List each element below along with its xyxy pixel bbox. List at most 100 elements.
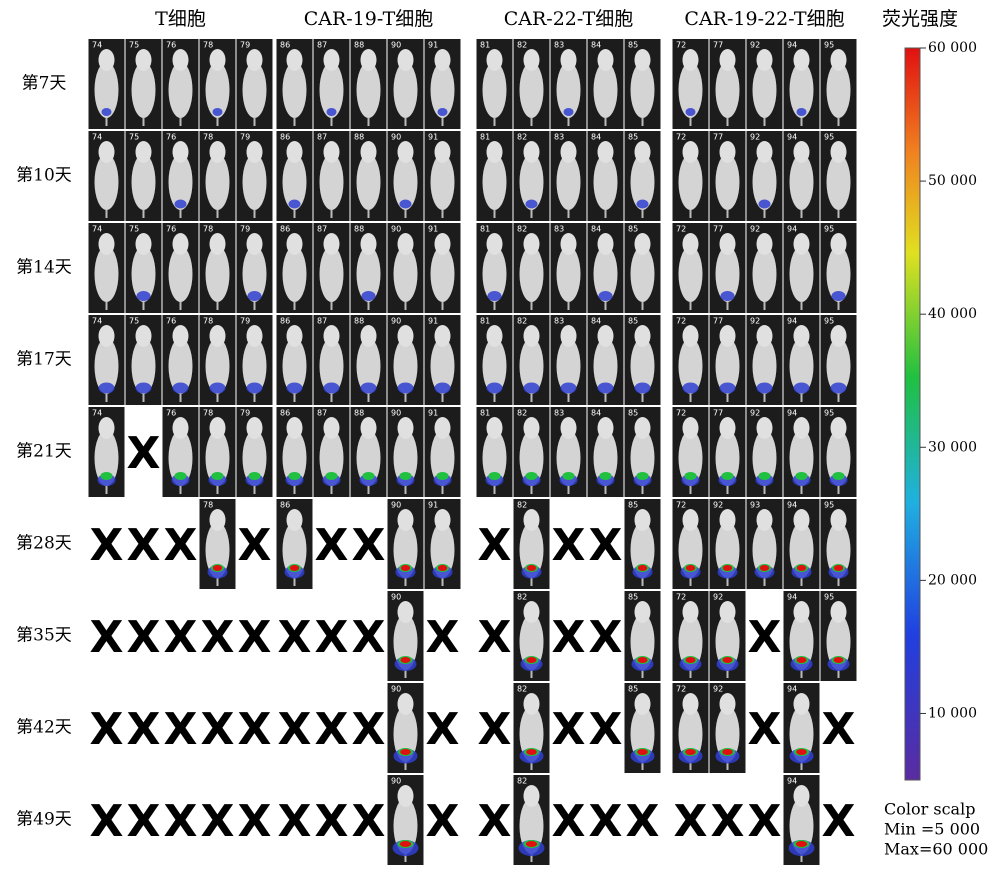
dead-mark: X <box>315 612 349 663</box>
mouse-head <box>287 417 303 439</box>
mouse-head <box>561 141 577 163</box>
dead-mark: X <box>589 520 623 571</box>
day-label: 第10天 <box>16 166 72 186</box>
mouse-head <box>487 49 503 71</box>
mouse-id: 90 <box>391 777 401 786</box>
signal <box>723 657 733 663</box>
mouse-head <box>287 233 303 255</box>
mouse-head <box>210 233 226 255</box>
mouse-head <box>398 785 414 807</box>
mouse-head <box>524 785 540 807</box>
group-header: CAR-19-22-T细胞 <box>684 8 844 30</box>
mouse-id: 81 <box>480 133 490 142</box>
dead-mark: X <box>90 796 124 847</box>
mouse-head <box>635 49 651 71</box>
mouse-head <box>683 417 699 439</box>
mouse-head <box>398 509 414 531</box>
signal <box>637 472 649 480</box>
mouse-head <box>794 49 810 71</box>
mouse-head <box>720 417 736 439</box>
mouse-id: 92 <box>750 225 760 234</box>
mouse-id: 75 <box>129 317 139 326</box>
signal <box>438 108 448 116</box>
tick-label: 40 000 <box>928 306 977 322</box>
mouse-id: 93 <box>750 501 760 510</box>
signal <box>722 472 734 480</box>
mouse-head <box>794 325 810 347</box>
mouse-id: 94 <box>787 41 797 50</box>
dead-mark: X <box>90 520 124 571</box>
mouse-id: 75 <box>129 225 139 234</box>
mouse-head <box>173 141 189 163</box>
mouse-head <box>435 233 451 255</box>
dead-mark: X <box>201 704 235 755</box>
mouse-head <box>398 325 414 347</box>
mouse-head <box>324 141 340 163</box>
mouse-id: 81 <box>480 317 490 326</box>
mouse-id: 94 <box>787 133 797 142</box>
dead-mark: X <box>748 796 782 847</box>
mouse-head <box>435 325 451 347</box>
signal <box>249 472 261 480</box>
mouse-id: 90 <box>391 409 401 418</box>
mouse-id: 74 <box>92 317 102 326</box>
dead-mark: X <box>278 612 312 663</box>
note: Color scalp <box>884 800 975 819</box>
mouse-id: 85 <box>628 593 638 602</box>
mouse-id: 92 <box>750 133 760 142</box>
mouse-head <box>435 417 451 439</box>
signal <box>637 200 649 209</box>
signal <box>99 383 115 394</box>
mouse-id: 79 <box>240 41 250 50</box>
mouse-head <box>173 325 189 347</box>
group-header: CAR-19-T细胞 <box>304 8 434 30</box>
signal <box>289 200 301 209</box>
mouse-id: 90 <box>391 225 401 234</box>
dead-mark: X <box>426 796 460 847</box>
mouse-id: 85 <box>628 133 638 142</box>
signal <box>437 472 449 480</box>
signal <box>102 108 112 116</box>
mouse-id: 94 <box>787 409 797 418</box>
mouse-head <box>635 601 651 623</box>
signal <box>524 383 540 394</box>
mouse-head <box>324 49 340 71</box>
mouse-id: 94 <box>787 777 797 786</box>
mouse-id: 90 <box>391 317 401 326</box>
signal <box>796 472 808 480</box>
signal <box>527 657 537 663</box>
mouse-id: 92 <box>750 317 760 326</box>
mouse-head <box>524 141 540 163</box>
mouse-id: 94 <box>787 685 797 694</box>
mouse-id: 87 <box>317 133 327 142</box>
mouse-id: 95 <box>824 501 834 510</box>
signal <box>599 291 613 301</box>
mouse-head <box>398 417 414 439</box>
mouse-head <box>794 509 810 531</box>
mouse-head <box>247 49 263 71</box>
mouse-id: 74 <box>92 409 102 418</box>
dead-mark: X <box>315 704 349 755</box>
mouse-head <box>683 325 699 347</box>
day-label: 第14天 <box>16 258 72 278</box>
note: Min =5 000 <box>884 820 980 839</box>
group-header: T细胞 <box>155 8 206 30</box>
mouse-head <box>173 233 189 255</box>
mouse-head <box>361 233 377 255</box>
mouse-id: 91 <box>428 409 438 418</box>
mouse-id: 76 <box>166 41 176 50</box>
signal <box>213 565 222 571</box>
tick-label: 60 000 <box>928 40 977 56</box>
mouse-head <box>683 509 699 531</box>
mouse-id: 79 <box>240 133 250 142</box>
mouse-head <box>757 233 773 255</box>
mouse-id: 88 <box>354 317 364 326</box>
mouse-head <box>99 417 115 439</box>
mouse-head <box>831 141 847 163</box>
mouse-id: 82 <box>517 777 527 786</box>
mouse-head <box>210 141 226 163</box>
mouse-id: 85 <box>628 317 638 326</box>
mouse-id: 86 <box>280 317 290 326</box>
mouse-id: 84 <box>591 409 601 418</box>
mouse-id: 84 <box>591 317 601 326</box>
